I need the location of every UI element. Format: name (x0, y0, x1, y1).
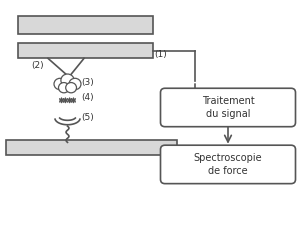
Circle shape (69, 78, 81, 90)
Circle shape (66, 83, 76, 93)
Text: (4): (4) (81, 93, 94, 102)
Bar (6, 139, 177, 155)
Text: (2): (2) (32, 61, 44, 70)
Circle shape (54, 78, 66, 90)
Bar (18, 43, 153, 58)
Text: (6): (6) (164, 153, 176, 162)
Circle shape (58, 83, 69, 93)
FancyBboxPatch shape (160, 145, 296, 184)
Circle shape (61, 74, 74, 87)
FancyBboxPatch shape (160, 88, 296, 127)
Text: Spectroscopie
de force: Spectroscopie de force (194, 153, 262, 176)
Text: Traitement
du signal: Traitement du signal (202, 96, 254, 119)
Text: (5): (5) (82, 113, 94, 121)
Text: (1): (1) (154, 50, 167, 59)
Bar (18, 16, 153, 34)
Text: (3): (3) (81, 78, 94, 87)
